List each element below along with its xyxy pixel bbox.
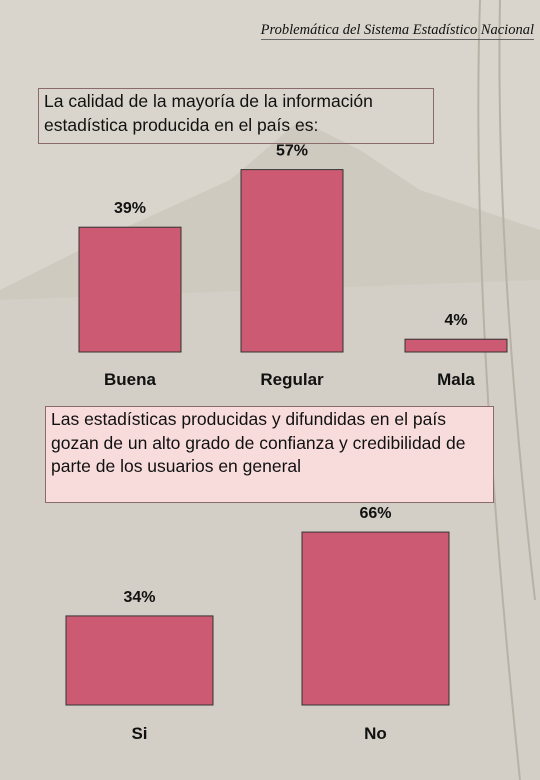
bar [78,226,182,353]
category-label: Regular [260,370,324,389]
value-label: 57% [276,143,308,160]
bar [240,169,344,353]
category-label: Si [131,724,147,743]
value-label: 66% [359,505,391,522]
chart-title: La calidad de la mayoría de la informaci… [38,88,434,144]
category-label: Mala [437,370,475,389]
value-label: 4% [444,312,467,329]
header-title: Problemática del Sistema Estadístico Nac… [260,22,534,40]
category-label: Buena [104,370,157,389]
value-label: 39% [114,200,146,217]
value-label: 34% [123,589,155,606]
bar [404,338,508,353]
bar [65,615,214,706]
category-label: No [364,724,387,743]
bar [301,531,450,706]
chart-title: Las estadísticas producidas y difundidas… [45,406,494,503]
